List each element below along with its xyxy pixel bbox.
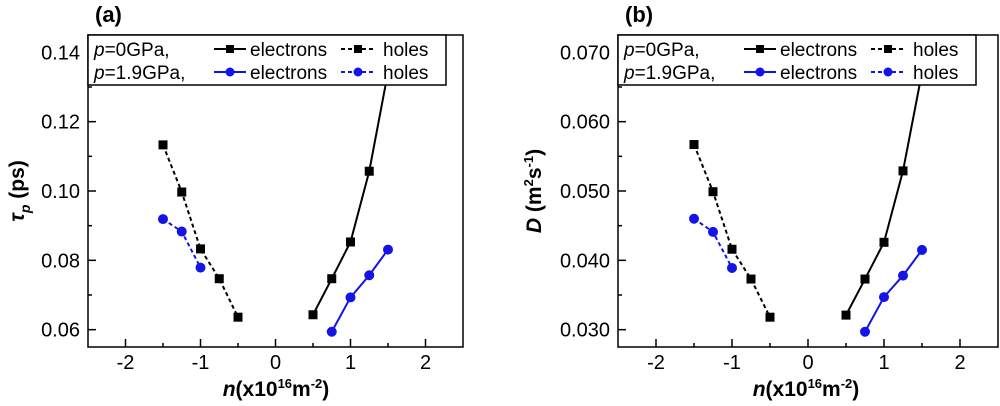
panel-a-0GPa-electrons-point	[327, 274, 337, 284]
panel-a-0GPa-holes-line	[162, 144, 239, 318]
panel-a-ticks: -2 -1 0 1 2 0.06 0.08 0.10 0.12 0.14	[41, 42, 431, 374]
panel-a-0GPa-holes-point	[214, 274, 224, 284]
panel-b-legend-p19-electrons-marker	[755, 67, 765, 77]
panel-a-legend-p19-electrons-text: electrons	[250, 63, 327, 84]
panel-b-0GPa-electrons-point	[841, 310, 851, 320]
panel-a-19GPa-holes-point	[158, 214, 168, 225]
panel-b-19GPa-electrons-point	[898, 270, 908, 281]
panel-b-y-tick-label: 0.070	[560, 42, 610, 64]
panel-a-legend-p19-holes-text: holes	[383, 63, 428, 84]
panel-b-19GPa-electrons-point	[879, 292, 889, 303]
panel-b-legend-p19-holes-marker	[883, 67, 893, 77]
panel-a-0GPa-electrons-point	[346, 237, 355, 247]
panel-b-legend-p0-electrons-marker	[756, 45, 764, 53]
panel-a-0GPa-electrons-point	[364, 166, 374, 176]
panel-a-legend-p0-holes-marker	[354, 45, 362, 53]
panel-b-legend-p0-holes-marker	[884, 45, 892, 53]
panel-b-label: (b)	[625, 2, 653, 27]
panel-a-x-tick-label: -1	[192, 352, 210, 374]
panel-b-legend-p19-condition: p=1.9GPa,	[623, 63, 715, 84]
panel-a-legend-box	[87, 34, 447, 86]
panel-b-x-tick-label: -2	[647, 352, 665, 374]
panel-a-x-axis-label: n(x1016m-2)	[223, 376, 330, 401]
panel-a-19GPa-holes-point	[176, 226, 187, 237]
panel-a-19GPa-holes-point	[195, 262, 206, 273]
panel-b-19GPa-holes-line	[693, 217, 733, 269]
panel-b-0GPa-electrons-point	[898, 166, 908, 176]
panel-a-y-tick-label: 0.14	[41, 42, 80, 64]
panel-a-legend-p0-holes-text: holes	[383, 40, 428, 61]
panel-b-19GPa-electrons-line	[864, 249, 923, 333]
panel-b-19GPa-electrons-point	[917, 244, 927, 255]
panel-a-19GPa-holes-line	[162, 218, 202, 269]
panel-a-19GPa-electrons-line	[330, 248, 389, 333]
panel-a-y-tick-label: 0.08	[41, 250, 80, 272]
panel-b-x-axis-label: n(x1016m-2)	[753, 376, 860, 401]
panel-b-19GPa-holes-point	[689, 213, 699, 224]
panel-a-y-tick-label: 0.10	[41, 181, 80, 203]
panel-a-0GPa-electrons-point	[308, 310, 318, 320]
panel-b-legend-box	[617, 34, 977, 86]
panel-b-x-tick-label: 2	[954, 352, 965, 374]
panel-b-0GPa-holes-point	[746, 274, 756, 284]
panel-a-19GPa-electrons-point	[383, 244, 393, 255]
panel-a-0GPa-holes-point	[158, 140, 168, 150]
panel-b-legend-p0-condition: p=0GPa,	[623, 40, 700, 61]
panel-b: (b) -2 -1 0 1 2 0.030 0.040 0.050 0.060 0.070 n(x…	[521, 2, 999, 401]
panel-a-legend-p0-condition: p=0GPa,	[93, 40, 170, 61]
panel-b-19GPa-electrons-point	[860, 326, 870, 337]
panel-b-x-tick-label: -1	[723, 352, 741, 374]
panel-b-19GPa-holes-point	[727, 262, 737, 273]
panel-a-legend-p0-electrons-marker	[226, 45, 234, 53]
panel-b-0GPa-electrons-line	[845, 72, 923, 316]
panel-b-0GPa-holes-point	[765, 312, 775, 322]
panel-b-y-tick-label: 0.060	[560, 112, 610, 134]
panel-a-x-tick-label: 1	[345, 352, 356, 374]
panel-b-0GPa-holes-point	[727, 244, 737, 254]
panel-b-0GPa-holes-point	[708, 187, 718, 197]
panel-b-0GPa-electrons-point	[879, 237, 889, 247]
panel-b-x-tick-label: 0	[802, 352, 813, 374]
panel-a-19GPa-electrons-point	[364, 270, 375, 281]
panel-b-0GPa-holes-line	[693, 144, 771, 318]
panel-b-y-tick-label: 0.050	[560, 181, 610, 203]
panel-a-series	[158, 67, 393, 337]
panel-a-legend: p=0GPa, p=1.9GPa, electrons holes electr…	[87, 34, 447, 86]
panel-b-legend-p19-electrons-text: electrons	[780, 63, 857, 84]
panel-b-series	[689, 67, 927, 337]
panel-a-y-axis-label: τp (ps)	[6, 160, 33, 221]
panel-b-y-axis-label: D (m2s-1)	[521, 149, 546, 233]
panel-a-0GPa-electrons-line	[312, 71, 389, 316]
panel-b-19GPa-holes-point	[708, 226, 718, 237]
panel-a-legend-p19-condition: p=1.9GPa,	[93, 63, 185, 84]
panel-a-x-tick-label: -2	[117, 352, 135, 374]
panel-a-legend-p19-holes-marker	[353, 67, 363, 77]
panel-b-y-tick-label: 0.040	[560, 250, 610, 272]
panel-a-0GPa-holes-point	[233, 312, 243, 322]
panel-b-0GPa-holes-point	[689, 140, 699, 150]
panel-b-legend-p0-holes-text: holes	[913, 40, 958, 61]
panel-b-x-tick-label: 1	[878, 352, 889, 374]
panel-b-0GPa-electrons-point	[860, 274, 870, 284]
panel-a-x-tick-label: 0	[270, 352, 281, 374]
panel-b-y-tick-label: 0.030	[560, 320, 610, 342]
panel-a-0GPa-holes-point	[196, 244, 205, 254]
panel-a-label: (a)	[95, 2, 122, 27]
panel-b-legend-p0-electrons-text: electrons	[780, 40, 857, 61]
panel-a-x-tick-label: 2	[420, 352, 431, 374]
panel-a-y-tick-label: 0.12	[41, 112, 80, 134]
panel-a: (a) -2 -1 0 1 2 0.06 0.08 0.10 0.12 0.14 n(x1016m…	[6, 2, 464, 401]
panel-a-0GPa-holes-point	[177, 187, 187, 197]
panel-a-legend-p0-electrons-text: electrons	[250, 40, 327, 61]
panel-b-ticks: -2 -1 0 1 2 0.030 0.040 0.050 0.060 0.070	[560, 42, 966, 374]
panel-a-19GPa-electrons-point	[345, 292, 356, 303]
panel-a-legend-p19-electrons-marker	[225, 67, 235, 77]
panel-b-legend: p=0GPa, p=1.9GPa, electrons holes electr…	[617, 34, 977, 86]
panel-b-legend-p19-holes-text: holes	[913, 63, 958, 84]
panel-a-y-tick-label: 0.06	[41, 320, 80, 342]
panel-a-19GPa-electrons-point	[326, 326, 337, 337]
